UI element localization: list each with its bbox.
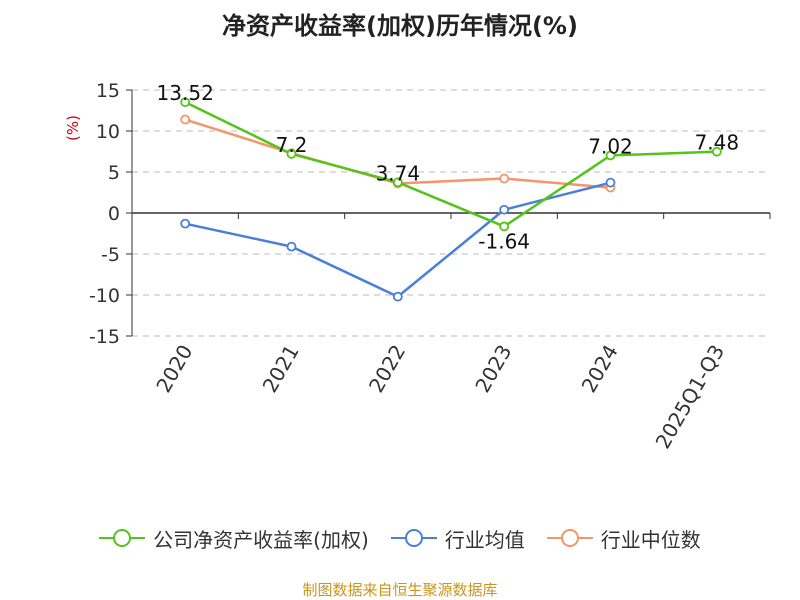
legend-marker-orange-icon <box>546 529 593 547</box>
series-point-2[interactable] <box>499 173 510 184</box>
y-tick-label: 5 <box>108 162 120 184</box>
label-layer: 13.52 7.2 3.74 -1.64 7.02 7.48 <box>157 81 740 253</box>
x-tick-label: 2023 <box>470 341 516 397</box>
legend-marker-blue-icon <box>390 529 437 547</box>
x-tick-label: 2024 <box>577 341 623 397</box>
data-label: 3.74 <box>376 161 421 185</box>
y-tick-label: -5 <box>101 244 120 266</box>
legend-item-industry-median[interactable]: 行业中位数 <box>546 524 701 553</box>
series-point-1[interactable] <box>392 291 403 302</box>
legend: 公司净资产收益率(加权) 行业均值 行业中位数 <box>0 520 800 556</box>
data-label: 13.52 <box>157 81 214 105</box>
series-point-2[interactable] <box>180 114 191 125</box>
series-point-1[interactable] <box>605 177 616 188</box>
data-label: -1.64 <box>478 229 530 253</box>
data-label: 7.02 <box>588 134 633 158</box>
x-tick-label: 2022 <box>364 341 410 397</box>
series-point-0[interactable] <box>711 146 722 157</box>
y-tick-label: -15 <box>89 326 120 348</box>
data-label: 7.2 <box>276 133 308 157</box>
series-point-0[interactable] <box>499 221 510 232</box>
legend-item-company-roe[interactable]: 公司净资产收益率(加权) <box>99 524 369 553</box>
y-tick-label: 15 <box>96 80 120 102</box>
axis-layer: 15 10 5 0 -5 -10 -15 (%) 2020 2021 2022 2023 2024 202… <box>64 80 771 453</box>
legend-item-industry-mean[interactable]: 行业均值 <box>390 524 525 553</box>
chart-title: 净资产收益率(加权)历年情况(%) <box>222 12 578 40</box>
y-tick-label: 10 <box>96 121 120 143</box>
series-point-0[interactable] <box>180 97 191 108</box>
series-point-0[interactable] <box>286 149 297 159</box>
series-point-1[interactable] <box>286 241 297 252</box>
x-tick-label: 2025Q1-Q3 <box>650 341 729 453</box>
y-axis-label: (%) <box>64 115 82 141</box>
data-label: 7.48 <box>695 131 740 155</box>
series-point-1[interactable] <box>180 218 191 229</box>
x-tick-label: 2020 <box>151 341 197 397</box>
y-tick-label: -10 <box>89 285 120 307</box>
x-tick-label: 2021 <box>258 341 304 397</box>
series-point-1[interactable] <box>499 204 510 215</box>
series-point-0[interactable] <box>392 177 403 188</box>
series-point-0[interactable] <box>605 150 616 161</box>
y-tick-label: 0 <box>108 203 120 225</box>
series-layer <box>180 97 722 302</box>
legend-label-industry-mean: 行业均值 <box>444 527 525 552</box>
legend-label-company-roe: 公司净资产收益率(加权) <box>153 527 369 552</box>
series-line-1 <box>184 181 611 298</box>
source-note: 制图数据来自恒生聚源数据库 <box>302 581 498 599</box>
series-line-0 <box>184 101 717 228</box>
legend-label-industry-median: 行业中位数 <box>600 527 701 552</box>
legend-marker-green-icon <box>99 529 146 547</box>
